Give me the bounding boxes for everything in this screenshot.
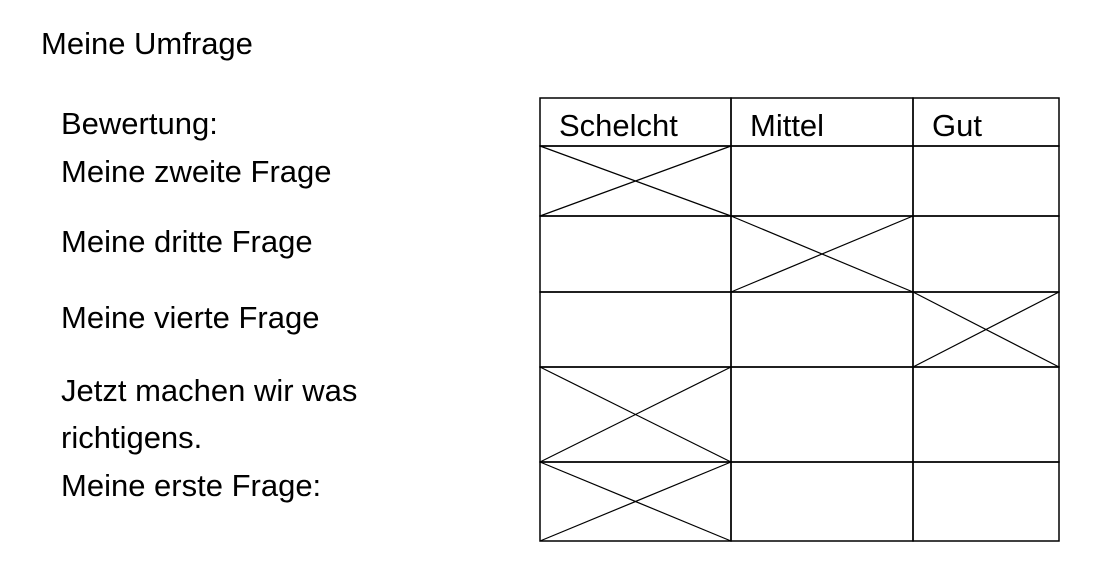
rating-cell[interactable] — [539, 291, 732, 368]
question-label-rating-header: Bewertung: — [61, 106, 218, 141]
cross-mark-line — [730, 215, 914, 293]
cross-mark-line — [539, 461, 732, 542]
column-header-gut: Gut — [932, 108, 982, 143]
page-title: Meine Umfrage — [41, 26, 253, 61]
question-label-second: Meine zweite Frage — [61, 154, 332, 189]
rating-cell[interactable] — [912, 145, 1060, 217]
column-header-mittel: Mittel — [750, 108, 824, 143]
question-label-fifth-line2: richtigens. — [61, 420, 203, 455]
rating-cell[interactable] — [912, 215, 1060, 293]
cross-mark-line — [539, 366, 732, 463]
rating-cell[interactable] — [730, 291, 914, 368]
question-label-first: Meine erste Frage: — [61, 468, 322, 503]
rating-cell[interactable] — [730, 461, 914, 542]
cross-mark-line — [912, 291, 1060, 368]
question-label-third: Meine dritte Frage — [61, 224, 313, 259]
rating-cell[interactable] — [912, 461, 1060, 542]
rating-cell[interactable] — [730, 145, 914, 217]
rating-cell[interactable] — [539, 215, 732, 293]
rating-cell[interactable] — [912, 366, 1060, 463]
column-header-schelcht: Schelcht — [559, 108, 678, 143]
rating-cell[interactable] — [730, 366, 914, 463]
question-label-fourth: Meine vierte Frage — [61, 300, 320, 335]
cross-mark-line — [539, 145, 732, 217]
question-label-fifth-line1: Jetzt machen wir was — [61, 373, 358, 408]
